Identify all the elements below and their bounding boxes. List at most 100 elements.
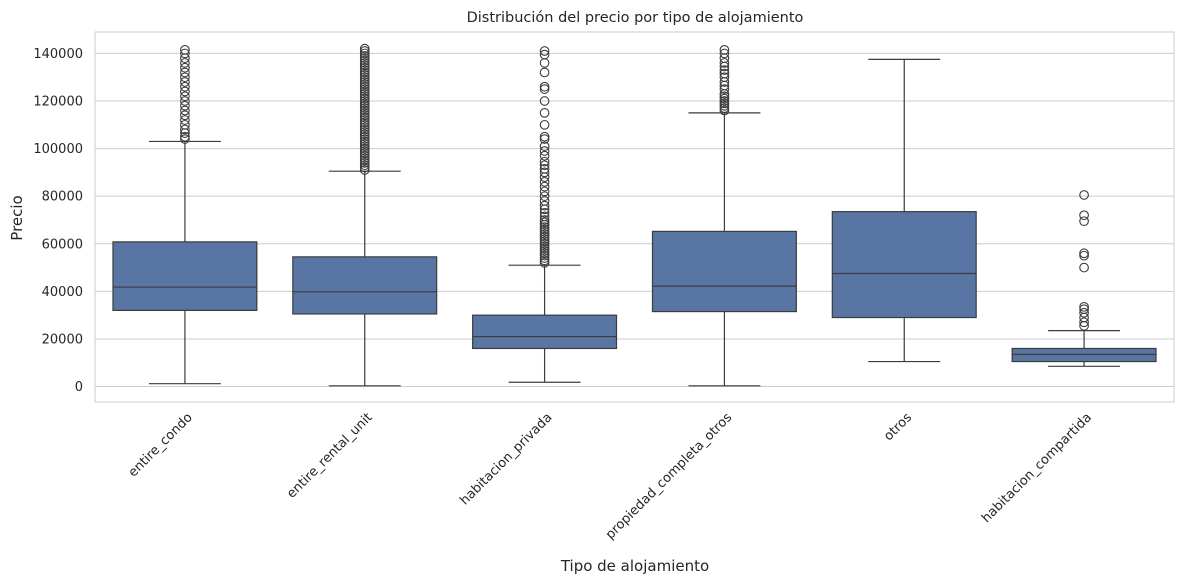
outlier-point — [359, 65, 370, 75]
outlier-point — [359, 62, 370, 73]
x-axis-label: Tipo de alojamiento — [560, 557, 709, 575]
y-tick-label: 60000 — [42, 237, 83, 252]
outlier-point — [359, 141, 370, 152]
outlier-point — [719, 93, 730, 104]
outlier-point — [539, 84, 550, 94]
outlier-point — [539, 217, 550, 228]
outlier-point — [539, 191, 550, 202]
outlier-point — [359, 67, 370, 78]
outlier-point — [539, 236, 550, 247]
x-tick-label: habitacion_compartida — [979, 410, 1095, 526]
outlier-point — [359, 148, 370, 159]
outlier-point — [539, 46, 550, 56]
outlier-point — [359, 117, 370, 128]
outlier-point — [180, 72, 190, 83]
outlier-point — [359, 160, 370, 171]
iqr-box — [472, 314, 618, 350]
y-tick-label: 20000 — [42, 332, 83, 347]
outlier-point — [719, 100, 730, 111]
box-entire_rental_unit — [292, 43, 438, 387]
outlier-point — [539, 131, 550, 142]
outlier-point — [719, 84, 730, 94]
y-tick-label: 120000 — [33, 95, 83, 110]
y-tick-label: 0 — [75, 380, 83, 395]
outlier-point — [539, 250, 550, 261]
outlier-point — [359, 131, 370, 142]
outlier-point — [359, 74, 370, 85]
outlier-point — [539, 108, 550, 118]
outlier-point — [539, 248, 550, 259]
outlier-point — [719, 72, 730, 83]
iqr-box — [651, 230, 797, 313]
iqr-box — [831, 211, 977, 319]
outlier-point — [539, 58, 550, 68]
outlier-point — [539, 241, 550, 251]
outlier-point — [1079, 248, 1089, 259]
outlier-point — [359, 165, 370, 175]
box-habitacion_compartida — [1011, 190, 1157, 367]
outlier-point — [359, 89, 370, 99]
outlier-point — [539, 243, 550, 254]
x-tick-labels: entire_condo entire_rental_unit habitacion… — [126, 410, 1095, 542]
box-habitacion_privada — [472, 46, 618, 383]
outlier-point — [539, 238, 550, 249]
outlier-point — [359, 50, 370, 61]
outlier-point — [180, 124, 190, 135]
plot-frame — [94, 31, 1175, 403]
outlier-point — [359, 98, 370, 109]
outlier-point — [180, 86, 190, 97]
x-tick-label: habitacion_privada — [457, 410, 555, 508]
outlier-point — [359, 46, 370, 56]
outlier-point — [539, 246, 550, 256]
outlier-point — [359, 155, 370, 166]
outlier-point — [1079, 216, 1089, 227]
outlier-point — [359, 53, 370, 64]
outlier-point — [539, 215, 550, 225]
outlier-point — [359, 110, 370, 121]
outlier-point — [539, 146, 550, 156]
outlier-point — [1079, 250, 1089, 261]
outlier-point — [359, 112, 370, 123]
y-tick-label: 40000 — [42, 285, 83, 300]
outlier-point — [1079, 304, 1089, 315]
outlier-point — [180, 77, 190, 87]
outlier-point — [719, 105, 730, 116]
y-axis-label: Precio — [8, 195, 26, 240]
outlier-point — [539, 200, 550, 211]
outlier-point — [180, 96, 190, 106]
outlier-point — [539, 177, 550, 187]
outlier-point — [359, 91, 370, 102]
outlier-point — [359, 138, 370, 149]
y-tick-labels: 0 20000 40000 60000 80000 100000 120000 140000 — [33, 47, 83, 395]
outlier-point — [359, 136, 370, 147]
outlier-point — [539, 231, 550, 242]
outlier-point — [180, 44, 190, 55]
outlier-point — [719, 44, 730, 55]
outlier-point — [539, 255, 550, 266]
outlier-point — [539, 134, 550, 144]
box-layer — [112, 43, 1157, 387]
outlier-point — [539, 119, 550, 130]
outlier-point — [359, 122, 370, 133]
x-tick-label: entire_condo — [126, 410, 196, 480]
outlier-point — [359, 150, 370, 161]
outlier-point — [539, 167, 550, 178]
box-propiedad_completa_otros — [651, 44, 797, 387]
y-tick-label: 100000 — [33, 142, 83, 157]
outlier-point — [180, 81, 190, 92]
outlier-point — [539, 222, 550, 232]
outlier-point — [719, 65, 730, 75]
outlier-point — [539, 81, 550, 92]
outlier-point — [180, 131, 190, 142]
outlier-point — [719, 96, 730, 106]
y-tick-label: 140000 — [33, 47, 83, 62]
outlier-point — [359, 143, 370, 154]
outlier-point — [539, 49, 550, 60]
box-entire_condo — [112, 44, 258, 385]
outlier-point — [359, 108, 370, 118]
outlier-point — [359, 79, 370, 90]
outlier-point — [539, 181, 550, 192]
outlier-point — [539, 227, 550, 237]
outlier-point — [539, 156, 550, 167]
outlier-point — [359, 146, 370, 156]
